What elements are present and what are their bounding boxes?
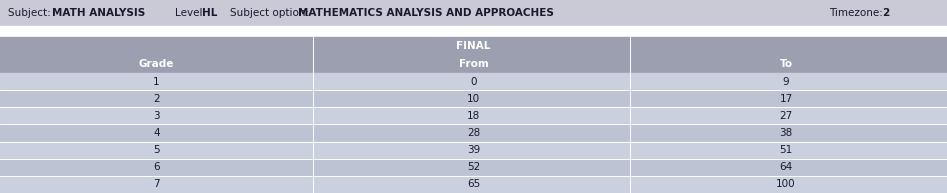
Text: 0: 0 bbox=[471, 77, 476, 87]
Text: Subject:: Subject: bbox=[8, 8, 54, 18]
Text: 27: 27 bbox=[779, 111, 793, 121]
Bar bbox=[0, 124, 947, 142]
Text: 17: 17 bbox=[779, 94, 793, 104]
Text: 65: 65 bbox=[467, 179, 480, 189]
Text: MATH ANALYSIS: MATH ANALYSIS bbox=[52, 8, 145, 18]
Bar bbox=[0, 73, 947, 90]
Text: 1: 1 bbox=[153, 77, 159, 87]
Text: 51: 51 bbox=[779, 145, 793, 155]
Text: 28: 28 bbox=[467, 128, 480, 138]
Text: FINAL: FINAL bbox=[456, 41, 491, 51]
Text: 38: 38 bbox=[779, 128, 793, 138]
Text: 2: 2 bbox=[883, 8, 890, 18]
Text: Grade: Grade bbox=[138, 59, 174, 69]
Bar bbox=[0, 159, 947, 176]
Text: 3: 3 bbox=[153, 111, 159, 121]
Text: Subject option:: Subject option: bbox=[230, 8, 313, 18]
Text: 4: 4 bbox=[153, 128, 159, 138]
Text: HL: HL bbox=[202, 8, 217, 18]
Bar bbox=[0, 37, 947, 55]
Text: Timezone:: Timezone: bbox=[829, 8, 885, 18]
Bar bbox=[0, 55, 947, 73]
Bar bbox=[0, 107, 947, 124]
Text: MATHEMATICS ANALYSIS AND APPROACHES: MATHEMATICS ANALYSIS AND APPROACHES bbox=[298, 8, 554, 18]
Text: 18: 18 bbox=[467, 111, 480, 121]
Text: From: From bbox=[458, 59, 489, 69]
Text: 5: 5 bbox=[153, 145, 159, 155]
Text: 9: 9 bbox=[783, 77, 789, 87]
Bar bbox=[0, 142, 947, 159]
Bar bbox=[0, 176, 947, 193]
Text: 7: 7 bbox=[153, 179, 159, 189]
Text: 10: 10 bbox=[467, 94, 480, 104]
Text: Level:: Level: bbox=[175, 8, 209, 18]
Text: 39: 39 bbox=[467, 145, 480, 155]
Bar bbox=[0, 0, 947, 26]
Text: 64: 64 bbox=[779, 162, 793, 172]
Bar bbox=[0, 26, 947, 37]
Text: 100: 100 bbox=[777, 179, 795, 189]
Bar bbox=[0, 90, 947, 107]
Text: To: To bbox=[779, 59, 793, 69]
Text: 6: 6 bbox=[153, 162, 159, 172]
Text: 2: 2 bbox=[153, 94, 159, 104]
Text: 52: 52 bbox=[467, 162, 480, 172]
